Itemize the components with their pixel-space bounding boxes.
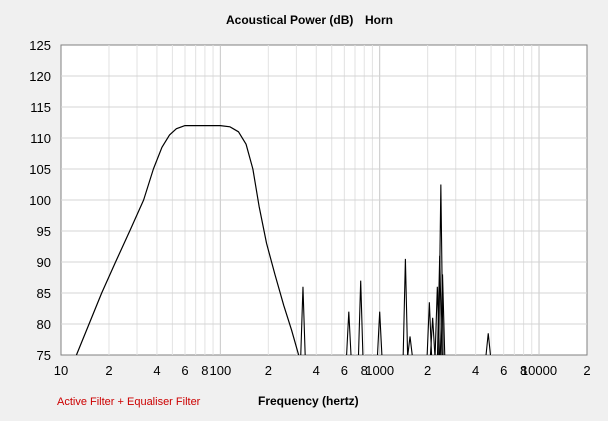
response-peak [407,336,413,356]
x-tick-label: 10000 [521,363,557,378]
series-layer [75,124,491,356]
y-tick-label: 75 [37,348,51,363]
y-tick-label: 90 [37,255,51,270]
y-tick-label: 125 [29,38,51,53]
response-peak [376,311,383,356]
x-tick-label: 6 [181,363,188,378]
chart-title: Acoustical Power (dB) [226,13,353,27]
response-peak [402,258,409,356]
y-tick-label: 110 [30,131,51,146]
response-curve [75,124,300,356]
filter-label: Active Filter + Equaliser Filter [57,396,201,408]
x-tick-label: 8 [201,363,208,378]
y-axis-ticks: 75 80 85 90 95 100 105 110 115 120 125 [29,38,51,363]
response-peak [485,333,491,356]
grid [61,45,587,355]
response-peak [300,286,306,356]
y-tick-label: 105 [29,162,51,177]
response-peak [439,274,446,356]
response-peak [346,311,352,356]
x-tick-label: 8 [361,363,368,378]
x-tick-label: 8 [520,363,527,378]
x-tick-label: 6 [500,363,507,378]
response-peak [357,280,364,356]
y-tick-label: 120 [29,69,51,84]
x-tick-label: 100 [209,363,231,378]
x-axis-label: Frequency (hertz) [258,394,359,408]
y-tick-label: 100 [29,193,51,208]
y-tick-label: 80 [37,317,51,332]
response-peak [426,302,433,356]
x-tick-label: 2 [583,363,590,378]
y-tick-label: 115 [30,100,51,115]
x-tick-label: 2 [424,363,431,378]
x-tick-label: 2 [105,363,112,378]
x-tick-label: 4 [313,363,320,378]
y-tick-label: 95 [37,224,51,239]
y-tick-label: 85 [37,286,51,301]
x-tick-label: 6 [341,363,348,378]
x-tick-label: 10 [54,363,68,378]
x-tick-label: 4 [472,363,479,378]
response-peak [429,317,436,356]
x-tick-label: 1000 [365,363,394,378]
x-tick-label: 4 [153,363,160,378]
chart-subtitle: Horn [365,13,393,27]
x-tick-label: 2 [265,363,272,378]
